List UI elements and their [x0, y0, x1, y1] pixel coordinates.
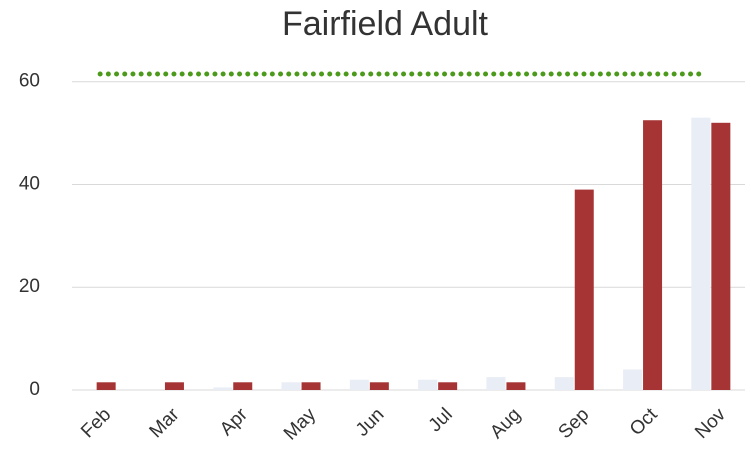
bar: [164, 382, 184, 390]
y-tick-label: 60: [19, 71, 40, 92]
bar: [281, 382, 301, 390]
bar: [233, 382, 253, 390]
x-tick-label: Aug: [486, 404, 525, 443]
chart-title: Fairfield Adult: [282, 5, 489, 43]
bar: [711, 122, 731, 391]
x-tick-label: Apr: [216, 404, 252, 440]
y-tick-label: 0: [29, 379, 40, 400]
x-tick-label: May: [280, 404, 321, 445]
bar: [574, 189, 594, 390]
x-tick-label: Jul: [425, 404, 457, 436]
bar: [486, 377, 506, 390]
x-tick-label: Oct: [626, 404, 662, 440]
bar: [418, 379, 438, 390]
x-tick-label: Jun: [352, 404, 389, 441]
y-tick-label: 40: [19, 173, 40, 194]
y-tick-label: 20: [19, 276, 40, 297]
bar: [96, 382, 116, 390]
bar: [213, 387, 233, 390]
bar: [506, 382, 526, 390]
x-tick-label: Sep: [555, 404, 594, 443]
bar: [369, 382, 389, 390]
bar: [301, 382, 321, 390]
bar: [349, 379, 369, 390]
bar: [554, 377, 574, 390]
bar: [643, 120, 663, 390]
x-tick-label: Feb: [77, 404, 115, 442]
x-tick-label: Nov: [691, 404, 730, 443]
bar: [623, 369, 643, 390]
bar: [438, 382, 458, 390]
x-tick-label: Mar: [146, 404, 184, 442]
bar: [691, 117, 711, 391]
